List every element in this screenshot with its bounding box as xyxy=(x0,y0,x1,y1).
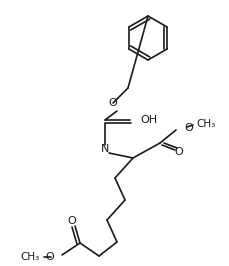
Text: O: O xyxy=(184,123,193,133)
Text: OH: OH xyxy=(140,115,157,125)
Text: O: O xyxy=(109,98,117,108)
Text: O: O xyxy=(175,147,183,157)
Text: O: O xyxy=(68,216,76,226)
Text: CH₃: CH₃ xyxy=(196,119,215,129)
Text: CH₃: CH₃ xyxy=(21,252,40,262)
Text: O: O xyxy=(45,252,54,262)
Text: N: N xyxy=(101,144,109,154)
